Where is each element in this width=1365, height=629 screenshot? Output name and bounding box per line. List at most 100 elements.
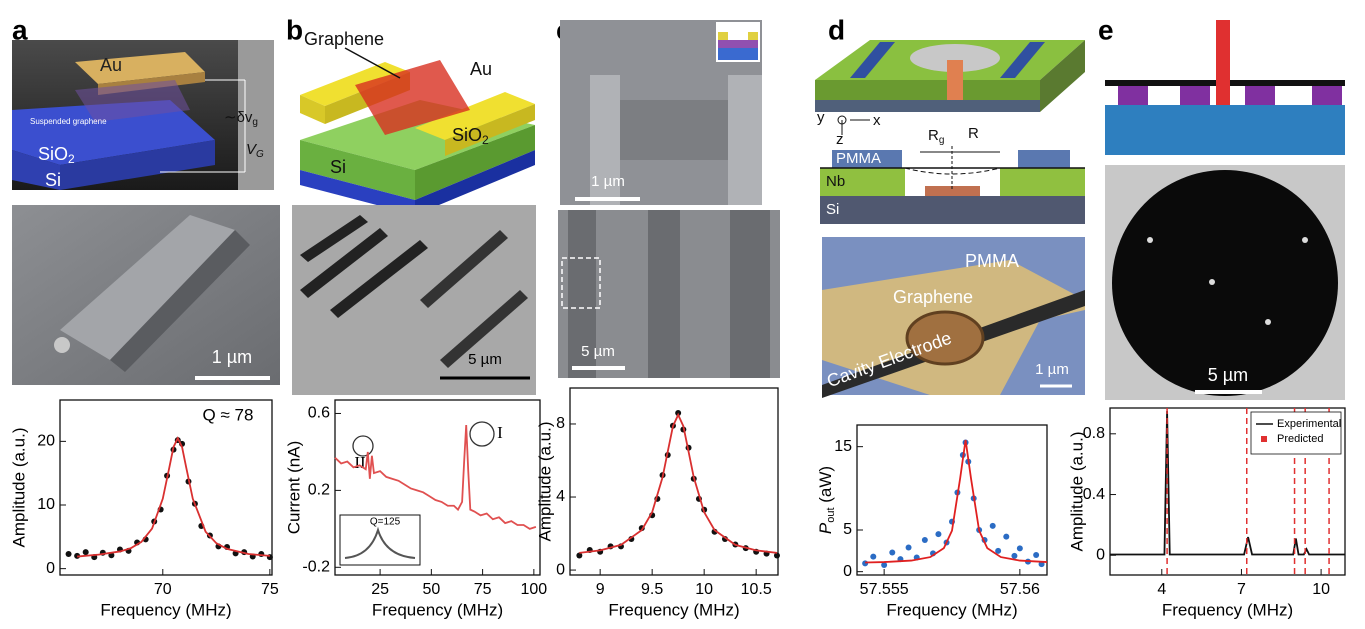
x-tick-label: 7 — [1237, 581, 1246, 598]
label: PMMA — [965, 251, 1019, 271]
x-axis-label: Frequency (MHz) — [372, 600, 503, 619]
data-point — [889, 549, 896, 556]
data-point — [870, 553, 877, 560]
y-axis-label: Pout (aW) — [816, 466, 836, 534]
data-line — [334, 424, 537, 530]
label: Rg — [928, 127, 944, 146]
label: SiO2 — [452, 125, 489, 147]
plot-frame — [569, 387, 779, 576]
data-point — [1011, 552, 1018, 559]
schematic-e — [1105, 20, 1345, 155]
y-tick-label: 0 — [843, 563, 852, 580]
legend-label: Experimental — [1277, 418, 1341, 430]
label: Suspended graphene — [30, 117, 107, 126]
data-point — [82, 549, 89, 556]
data-line — [865, 439, 1048, 564]
plot-frame — [856, 424, 1048, 576]
panel-label: b — [286, 14, 303, 45]
data-point — [935, 531, 942, 538]
y-axis-label: Amplitude (a.u.) — [535, 422, 554, 542]
y-axis-label: Amplitude (a.u.) — [1067, 432, 1086, 552]
data-point — [921, 537, 928, 543]
sem-image-a — [12, 205, 280, 385]
label: SiO2 — [38, 144, 75, 166]
y-tick-label: 20 — [37, 433, 55, 450]
schematic-b — [300, 47, 535, 215]
y-axis-label: Amplitude (a.u.) — [9, 428, 28, 548]
axis-glyph: z — [836, 131, 844, 148]
y-tick-label: 0.6 — [308, 405, 330, 422]
sem-image-c1 — [560, 20, 762, 205]
x-tick-label: 75 — [261, 581, 279, 598]
y-tick-label: 0.8 — [1083, 425, 1105, 442]
data-point — [1003, 533, 1010, 540]
data-point — [881, 562, 888, 568]
data-point — [989, 522, 996, 529]
label: Graphene — [893, 287, 973, 307]
y-tick-label: 0.4 — [1083, 486, 1105, 503]
plot-frame — [59, 399, 273, 576]
data-point — [995, 547, 1002, 554]
x-axis-label: Frequency (MHz) — [608, 600, 739, 619]
chart: 25 50 75 100 -0.2 0.2 0.6 Frequency (MHz) Curren… — [284, 399, 547, 619]
legend-box — [1250, 411, 1342, 455]
data-point — [905, 544, 912, 551]
scale-label: 1 µm — [212, 347, 252, 367]
y-tick-label: 0.2 — [308, 482, 330, 499]
label: VG — [246, 141, 264, 160]
data-line — [77, 436, 270, 558]
scale-label: 5 µm — [468, 351, 502, 368]
label: Nb — [826, 173, 845, 190]
axis-glyph: x — [873, 112, 881, 129]
x-axis-label: Frequency (MHz) — [100, 600, 231, 619]
label: PMMA — [836, 150, 881, 167]
y-tick-label: 0 — [556, 561, 565, 578]
image-e — [1105, 165, 1345, 400]
y-tick-label: 4 — [556, 488, 565, 505]
inset-b — [339, 421, 495, 566]
panel-label: a — [12, 14, 28, 45]
x-tick-label: 25 — [371, 581, 389, 598]
scale-label: 1 µm — [591, 173, 625, 190]
sem-image-b — [292, 205, 536, 395]
x-tick-label: 9.5 — [641, 581, 663, 598]
chart: 57.555 57.56 0 5 15 Frequency (MHz) Pout (aW) — [816, 424, 1048, 619]
y-tick-label: 10 — [37, 496, 55, 513]
y-tick-label: 15 — [834, 438, 852, 455]
panel-label: e — [1098, 14, 1114, 45]
data-point — [576, 552, 583, 559]
schematic-d — [815, 40, 1085, 224]
label: Si — [45, 170, 61, 190]
sem-image-c2 — [558, 210, 780, 378]
label: Au — [470, 59, 492, 79]
y-tick-label: -0.2 — [302, 559, 330, 576]
panel-label: d — [828, 14, 845, 45]
scale-label: 5 µm — [1208, 365, 1248, 385]
data-line — [579, 412, 778, 554]
label: Au — [100, 55, 122, 75]
label: R — [968, 125, 979, 142]
micrograph-d — [822, 237, 1085, 398]
y-tick-label: 8 — [556, 415, 565, 432]
x-tick-label: 4 — [1157, 581, 1166, 598]
x-tick-label: 75 — [474, 581, 492, 598]
annotation: II — [354, 453, 366, 472]
label: Si — [330, 157, 346, 177]
data-point — [65, 551, 72, 557]
scale-label: 5 µm — [581, 343, 615, 360]
axis-glyph: y — [817, 109, 825, 126]
data-point — [1016, 545, 1023, 552]
chart: 9 9.5 10 10.5 0 4 8 Frequency (MHz) Amplitude (a… — [535, 387, 780, 619]
schematic-a — [12, 40, 274, 190]
legend-swatch — [1261, 436, 1267, 442]
y-tick-label: 5 — [843, 521, 852, 538]
x-tick-label: 100 — [520, 581, 547, 598]
data-point — [773, 552, 780, 559]
x-tick-label: 57.555 — [860, 581, 909, 598]
label: ∼δvg — [224, 109, 258, 128]
x-axis-label: Frequency (MHz) — [886, 600, 1017, 619]
data-line — [1110, 411, 1345, 556]
legend-label: Predicted — [1277, 433, 1323, 445]
annotation: Q=125 — [370, 517, 401, 528]
y-axis-label: Current (nA) — [284, 441, 303, 535]
